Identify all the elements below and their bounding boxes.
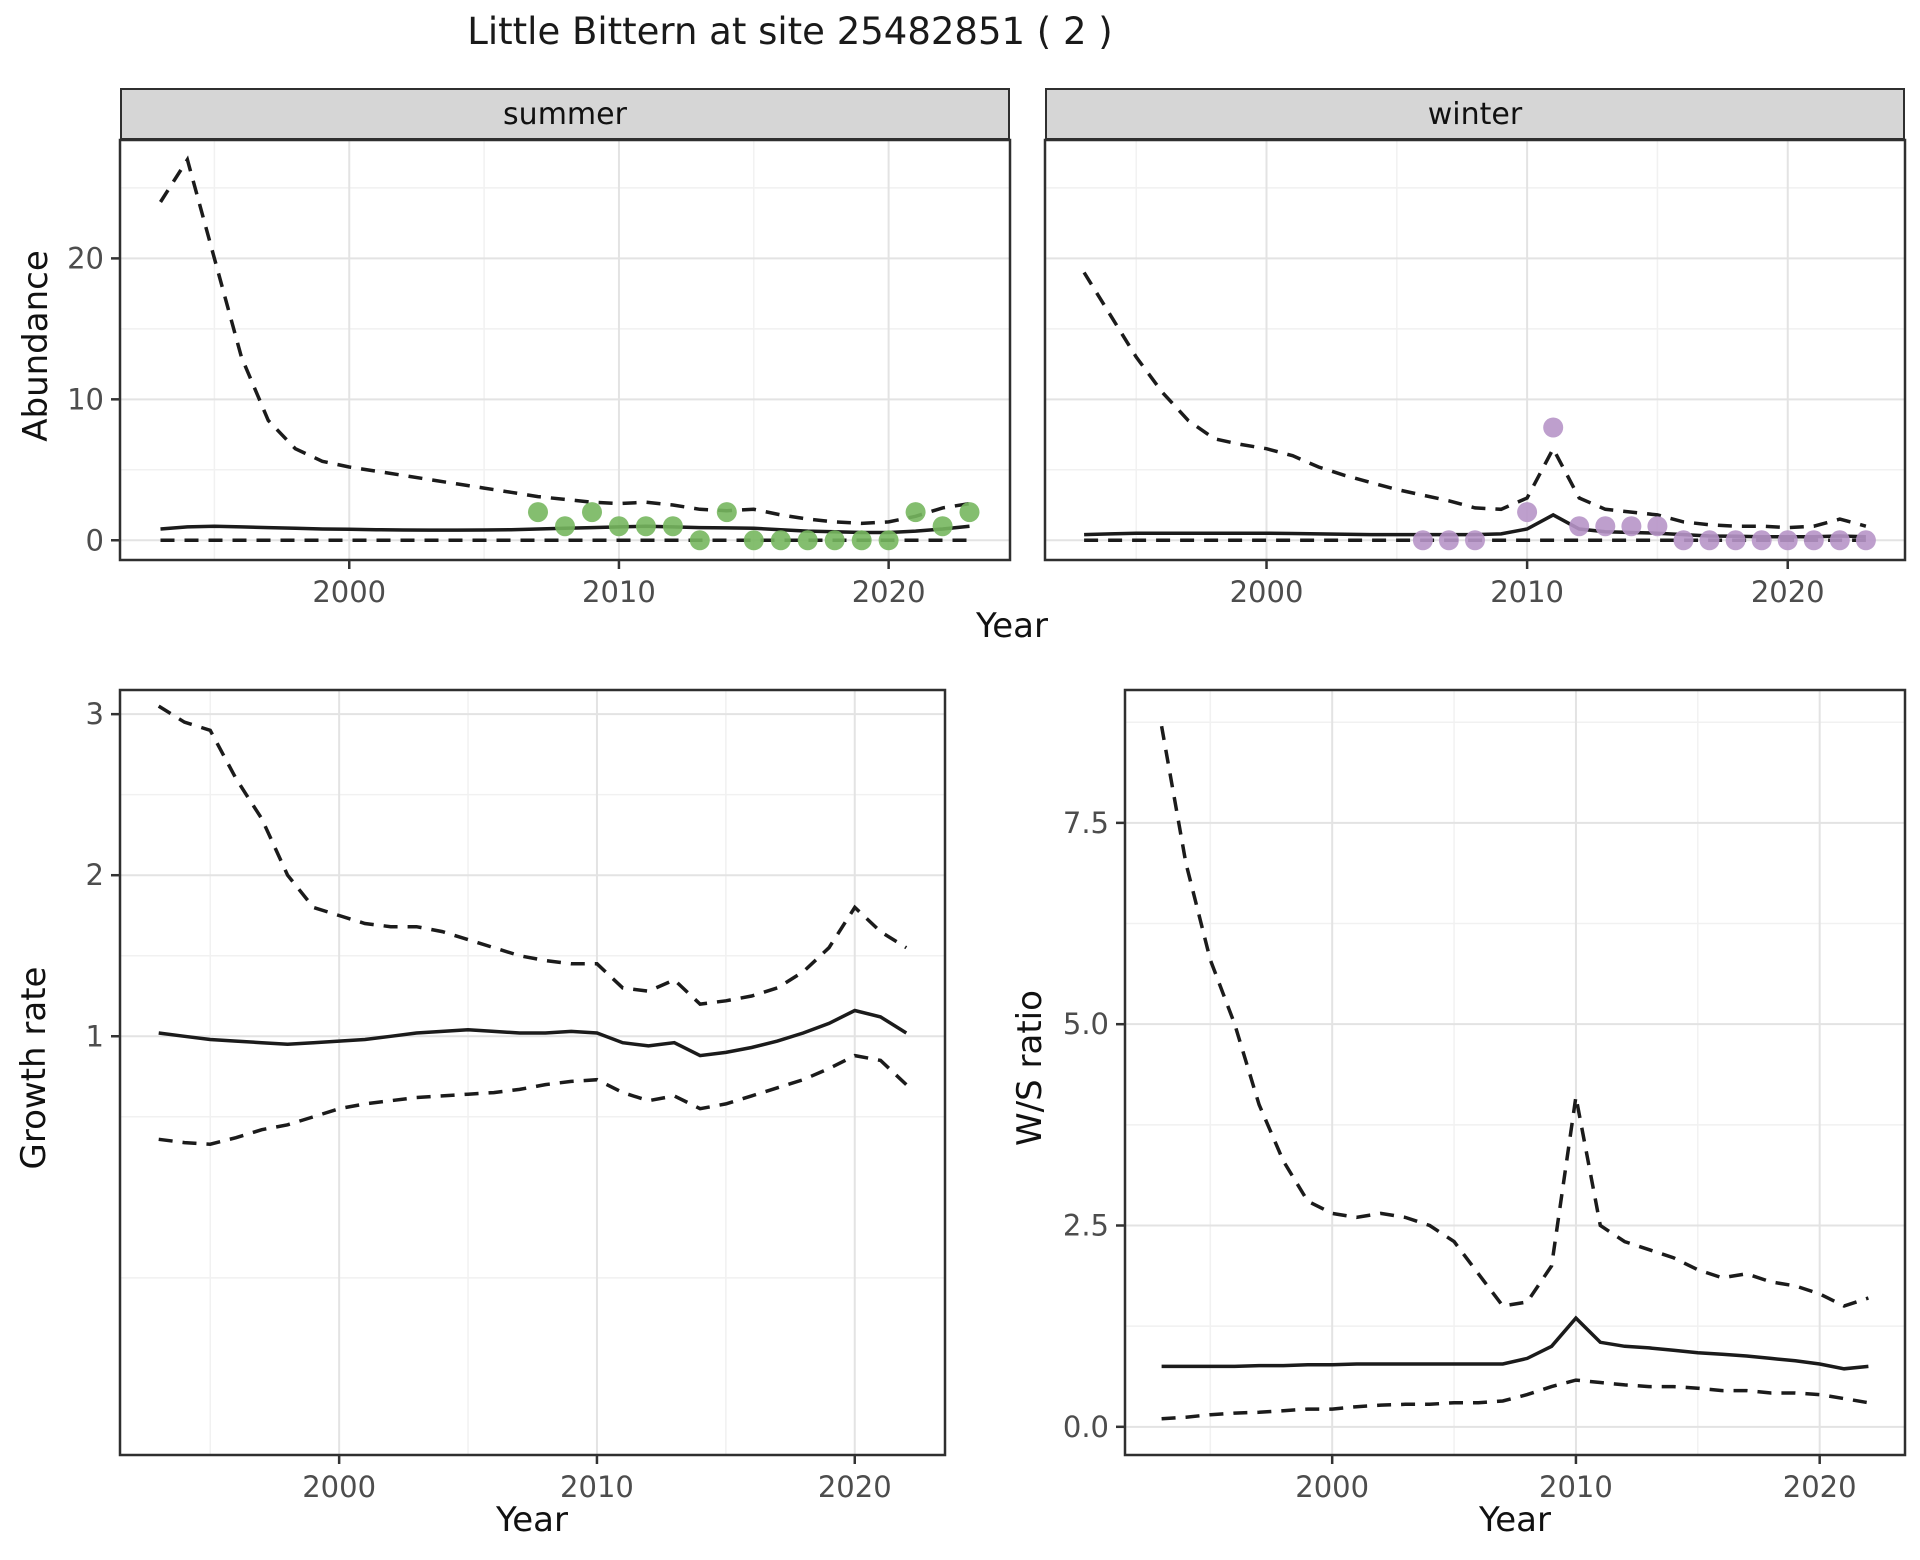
abundance-observation-point <box>582 502 602 523</box>
x-tick-label: 2020 <box>852 575 926 609</box>
panel-border <box>1123 688 1907 1457</box>
panel-background <box>120 140 1010 560</box>
abundance-observation-point <box>770 530 791 551</box>
abundance-observation-point <box>1803 530 1824 551</box>
abundance-observation-point <box>1699 530 1720 551</box>
abundance-observation-point <box>1777 530 1798 551</box>
abundance-observation-point <box>1569 516 1590 537</box>
abundance-observation-point <box>851 530 872 551</box>
panel-background <box>1045 140 1905 560</box>
abundance-observation-point <box>1855 530 1876 551</box>
panel-border <box>118 688 947 1457</box>
abundance-observation-point <box>1543 417 1564 438</box>
abundance-observation-point <box>608 516 629 537</box>
abundance-observation-point <box>1829 530 1850 551</box>
x-tick-label: 2020 <box>1751 575 1825 609</box>
x-tick-label: 2010 <box>1539 1470 1613 1504</box>
growth-rate-y-axis-label: Growth rate <box>14 966 54 1170</box>
ws-x-axis-label: Year <box>1479 1500 1551 1540</box>
y-tick-label: 5.0 <box>1063 1007 1109 1041</box>
abundance-upper-line <box>159 155 970 526</box>
growth_rate-mean-line <box>158 1008 908 1058</box>
abundance-y-axis-label: Abundance <box>16 250 56 442</box>
y-tick-label: 7.5 <box>1063 806 1109 840</box>
abundance-observation-point <box>1621 516 1642 537</box>
ws_ratio-panel: 2000 2010 2020 0.0 2.5 5.0 7.5 <box>1063 688 1907 1504</box>
y-tick-label: 0.0 <box>1063 1410 1109 1444</box>
abundance-observation-point <box>635 516 656 537</box>
abundance-upper-line <box>1082 271 1867 530</box>
abundance-observation-point <box>1412 530 1433 551</box>
abundance-winter-panel: 2000 2010 2020 <box>1043 138 1907 609</box>
panel-border <box>1043 138 1907 562</box>
abundance-observation-point <box>1465 530 1485 551</box>
growth_rate-panel: 2000 2010 2020 1 2 3 <box>86 688 947 1504</box>
x-tick-label: 2020 <box>818 1470 892 1504</box>
y-tick-label: 3 <box>86 697 104 731</box>
abundance-summer-panel: 2000 2010 2020 0 10 20 <box>67 138 1012 609</box>
abundance-observation-point <box>959 502 980 523</box>
panel-background <box>1125 690 1905 1455</box>
y-tick-label: 1 <box>86 1019 104 1053</box>
abundance-observation-point <box>1751 530 1772 551</box>
abundance-observation-point <box>1673 530 1694 551</box>
abundance-observation-point <box>743 530 764 551</box>
top-x-axis-label: Year <box>976 606 1048 646</box>
x-tick-label: 2000 <box>302 1470 376 1504</box>
y-tick-label: 0 <box>86 523 104 557</box>
abundance-observation-point <box>555 516 575 537</box>
abundance-observation-point <box>797 530 818 551</box>
ws_ratio-mean-line <box>1161 1315 1869 1371</box>
abundance-observation-point <box>689 530 710 551</box>
figure-title: Little Bittern at site 25482851 ( 2 ) <box>467 10 1113 53</box>
y-tick-label: 2.5 <box>1063 1209 1109 1243</box>
abundance-observation-point <box>1595 516 1616 537</box>
abundance-observation-point <box>1438 530 1459 551</box>
growth_rate-lower-line <box>158 1053 908 1146</box>
y-tick-label: 10 <box>67 382 104 416</box>
abundance-observation-point <box>932 516 953 537</box>
x-tick-label: 2000 <box>1230 575 1304 609</box>
ws_ratio-upper-line <box>1159 725 1869 1308</box>
ws-ratio-y-axis-label: W/S ratio <box>1010 990 1050 1146</box>
abundance-observation-point <box>1517 502 1538 523</box>
abundance-observation-point <box>878 530 899 551</box>
x-tick-label: 2000 <box>1295 1470 1369 1504</box>
x-tick-label: 2010 <box>560 1470 634 1504</box>
x-tick-label: 2020 <box>1783 1470 1857 1504</box>
abundance-observation-point <box>905 502 926 523</box>
abundance-observation-point <box>1725 530 1746 551</box>
x-tick-label: 2010 <box>582 575 656 609</box>
abundance-observation-point <box>824 530 845 551</box>
facet-strip-summer: summer <box>120 88 1010 140</box>
abundance-observation-point <box>662 516 683 537</box>
panel-border <box>118 138 1012 562</box>
abundance-observation-point <box>716 502 737 523</box>
x-tick-label: 2010 <box>1490 575 1564 609</box>
y-tick-label: 2 <box>86 858 104 892</box>
y-tick-label: 20 <box>67 241 104 275</box>
panel-background <box>120 690 945 1455</box>
abundance-observation-point <box>1647 516 1668 537</box>
x-tick-label: 2000 <box>312 575 386 609</box>
growth-x-axis-label: Year <box>496 1500 568 1540</box>
abundance-observation-point <box>528 502 548 523</box>
facet-strip-winter: winter <box>1045 88 1905 140</box>
growth_rate-upper-line <box>157 704 908 1006</box>
